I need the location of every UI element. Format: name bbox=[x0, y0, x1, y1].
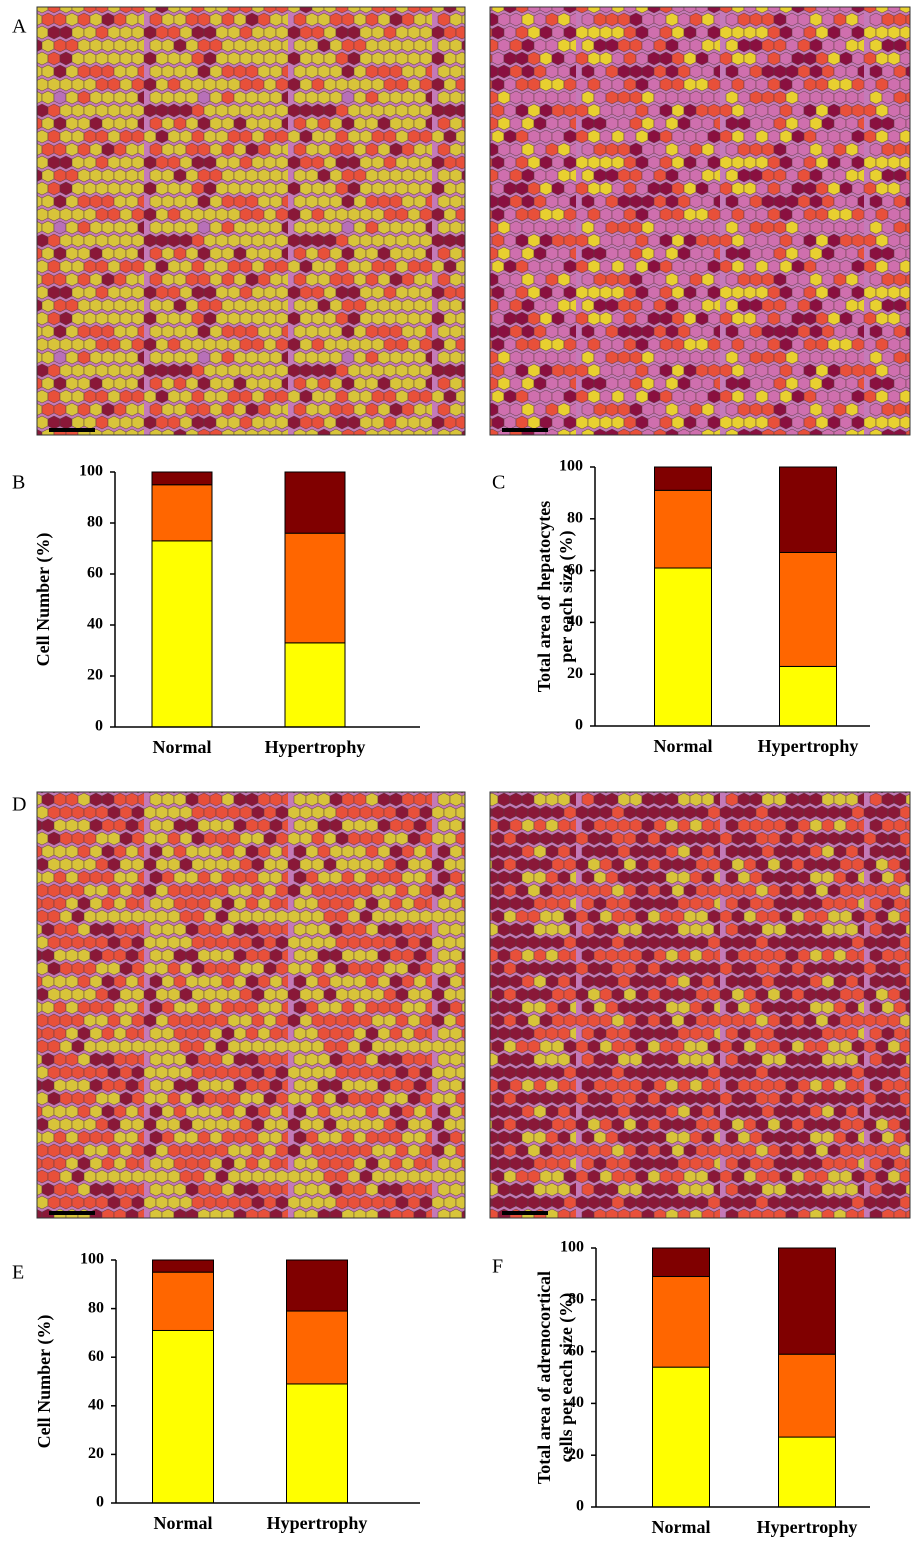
bar-segment bbox=[151, 540, 213, 728]
y-axis-label: cells per each size (%) bbox=[556, 1293, 577, 1463]
x-tick-label: Normal bbox=[153, 737, 212, 757]
x-tick-label: Normal bbox=[654, 736, 713, 756]
y-axis-label: Total area of hepatocytes bbox=[534, 501, 554, 692]
bar-segment bbox=[779, 551, 837, 667]
y-tick-label: 80 bbox=[87, 514, 103, 531]
x-tick-label: Normal bbox=[652, 1517, 711, 1537]
y-tick-label: 20 bbox=[567, 665, 583, 682]
y-axis-label: per each size (%) bbox=[556, 530, 577, 662]
bar-segment bbox=[152, 1271, 214, 1331]
x-tick-label: Hypertrophy bbox=[757, 1517, 858, 1537]
y-tick-label: 0 bbox=[575, 717, 583, 734]
y-tick-label: 40 bbox=[87, 616, 103, 633]
x-tick-label: Hypertrophy bbox=[265, 737, 366, 757]
bar-segment bbox=[652, 1366, 710, 1508]
bar-segment bbox=[779, 466, 837, 553]
bar-segment bbox=[654, 466, 712, 491]
y-tick-label: 20 bbox=[87, 667, 103, 684]
y-tick-label: 20 bbox=[88, 1445, 104, 1462]
y-axis-label: Total area of adrenocortical bbox=[534, 1271, 554, 1484]
bar-segment bbox=[779, 665, 837, 727]
x-tick-label: Hypertrophy bbox=[267, 1513, 368, 1533]
panel-letter: E bbox=[12, 1262, 24, 1284]
micrograph bbox=[489, 791, 911, 1219]
bar-segment bbox=[284, 642, 346, 728]
bar-segment bbox=[151, 484, 213, 542]
y-tick-label: 0 bbox=[95, 718, 103, 735]
y-tick-label: 100 bbox=[559, 458, 583, 475]
bar-segment bbox=[286, 1259, 348, 1312]
bar-segment bbox=[286, 1310, 348, 1385]
y-tick-label: 80 bbox=[568, 1290, 584, 1307]
y-tick-label: 80 bbox=[88, 1299, 104, 1316]
bar-segment bbox=[778, 1353, 836, 1438]
panel-letter: D bbox=[12, 794, 26, 816]
y-tick-label: 40 bbox=[568, 1394, 584, 1411]
y-tick-label: 80 bbox=[567, 509, 583, 526]
bar-segment bbox=[778, 1436, 836, 1508]
micrograph bbox=[36, 791, 466, 1219]
x-tick-label: Hypertrophy bbox=[758, 736, 859, 756]
bar-segment bbox=[152, 1259, 214, 1273]
bar-segment bbox=[778, 1247, 836, 1355]
bar-segment bbox=[151, 471, 213, 486]
bar-segment bbox=[284, 532, 346, 644]
bar-segment bbox=[652, 1247, 710, 1277]
bar-segment bbox=[652, 1275, 710, 1368]
y-tick-label: 100 bbox=[79, 463, 103, 480]
micrograph bbox=[489, 6, 911, 436]
y-tick-label: 60 bbox=[87, 565, 103, 582]
bar-segment bbox=[152, 1329, 214, 1504]
y-axis-label: Cell Number (%) bbox=[34, 1315, 55, 1449]
y-tick-label: 0 bbox=[96, 1494, 104, 1511]
bar-segment bbox=[654, 489, 712, 569]
panel-letter: C bbox=[492, 472, 505, 494]
y-tick-label: 100 bbox=[80, 1251, 104, 1268]
bar-segment bbox=[654, 567, 712, 727]
panel-letter: B bbox=[12, 472, 25, 494]
y-tick-label: 60 bbox=[567, 561, 583, 578]
y-tick-label: 60 bbox=[88, 1348, 104, 1365]
panel-letter: F bbox=[492, 1256, 503, 1278]
y-tick-label: 20 bbox=[568, 1446, 584, 1463]
panel-letter: A bbox=[12, 16, 27, 38]
y-tick-label: 0 bbox=[576, 1498, 584, 1515]
y-tick-label: 40 bbox=[88, 1396, 104, 1413]
y-tick-label: 40 bbox=[567, 613, 583, 630]
bar-segment bbox=[284, 471, 346, 534]
y-tick-label: 60 bbox=[568, 1342, 584, 1359]
y-axis-label: Cell Number (%) bbox=[33, 533, 54, 667]
x-tick-label: Normal bbox=[154, 1513, 213, 1533]
bar-segment bbox=[286, 1383, 348, 1504]
micrograph bbox=[36, 6, 466, 436]
y-tick-label: 100 bbox=[560, 1239, 584, 1256]
